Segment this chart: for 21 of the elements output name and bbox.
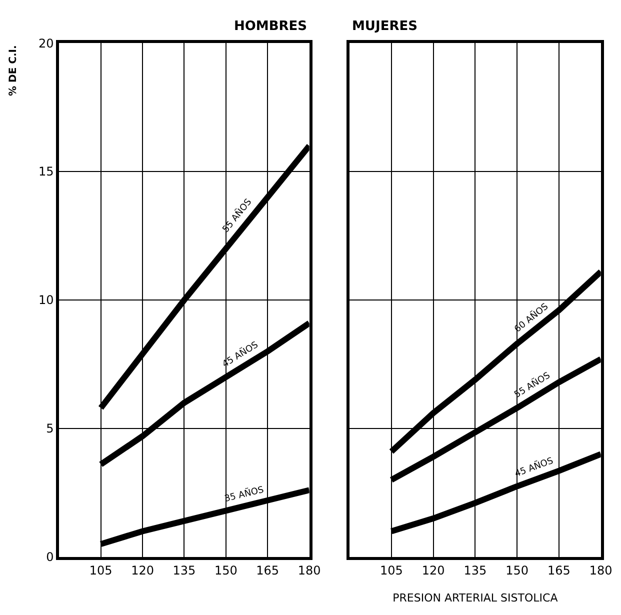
x-tick-label: 180	[589, 563, 612, 578]
chart-title: MUJERES	[352, 19, 418, 34]
y-tick-label: 10	[38, 293, 54, 308]
y-tick-label: 15	[38, 164, 54, 179]
x-tick-label: 105	[89, 563, 112, 578]
x-tick-label: 165	[548, 563, 570, 578]
y-tick-label: 20	[38, 36, 54, 50]
x-tick-label: 180	[298, 563, 321, 578]
y-tick-label: 0	[46, 550, 54, 564]
x-axis-title: PRESION ARTERIAL SISTOLICA	[392, 592, 558, 605]
x-tick-label: 120	[422, 563, 445, 578]
y-tick-label: 5	[46, 422, 54, 436]
x-tick-label: 105	[380, 563, 403, 578]
x-tick-label: 165	[256, 563, 280, 578]
x-tick-label: 135	[464, 563, 487, 578]
x-tick-label: 150	[214, 563, 238, 578]
x-tick-label: 120	[131, 563, 154, 578]
y-axis-title: % DE C.I.	[8, 45, 19, 96]
chart-title: HOMBRES	[234, 19, 308, 34]
x-tick-label: 135	[172, 563, 196, 578]
x-tick-label: 150	[506, 563, 529, 578]
